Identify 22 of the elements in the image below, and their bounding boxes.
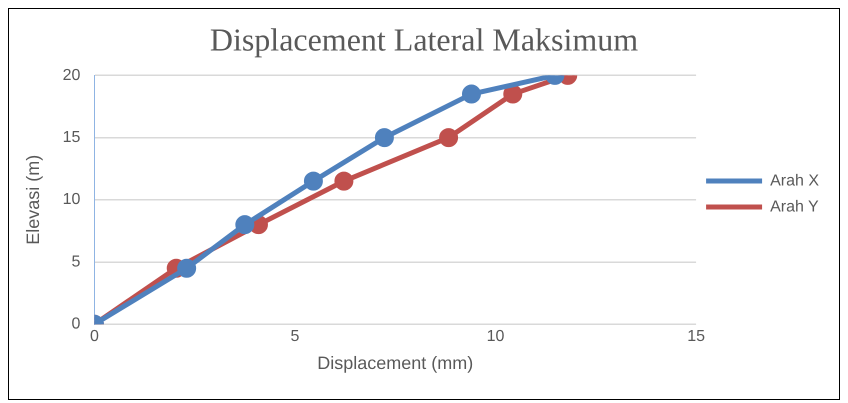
point (235, 215, 254, 234)
point (304, 172, 323, 191)
point (334, 172, 354, 191)
point (177, 258, 196, 278)
point (503, 84, 522, 104)
y-tick-label: 20 (62, 66, 80, 84)
y-tick-label: 15 (62, 129, 80, 146)
x-tick-label: 15 (687, 328, 706, 346)
x-tick-label: 0 (90, 328, 99, 346)
y-tick-label: 5 (71, 253, 80, 270)
point (462, 84, 481, 104)
x-tick-label: 5 (290, 328, 300, 346)
point (374, 128, 394, 148)
legend-label: Arah Y (770, 198, 820, 216)
y-tick-label: 10 (62, 191, 80, 208)
x-tick-label: 10 (486, 328, 505, 346)
point (439, 128, 458, 148)
legend-label: Arah X (770, 172, 820, 190)
y-tick-label: 0 (71, 316, 80, 333)
x-axis-title: Displacement (mm) (317, 353, 474, 374)
chart-title: Displacement Lateral Maksimum (210, 22, 638, 58)
y-axis-title: Elevasi (m) (22, 154, 43, 245)
